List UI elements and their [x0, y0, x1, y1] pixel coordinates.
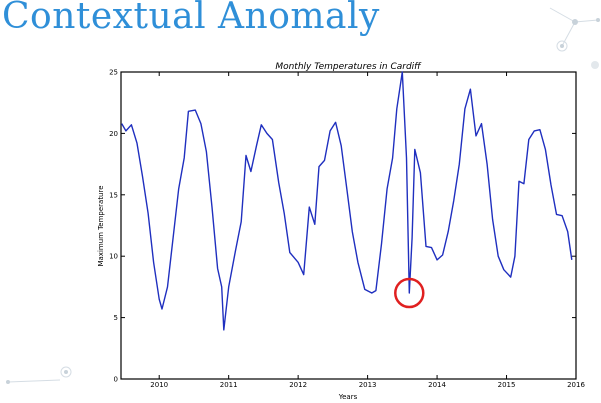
x-axis-label: Years: [338, 393, 358, 401]
y-tick-label: 20: [109, 130, 118, 138]
plot-frame: [120, 71, 577, 380]
y-tick-label: 5: [114, 314, 118, 322]
y-axis-label: Maximum Temperature: [97, 185, 105, 266]
network-decoration-top-right: [549, 7, 600, 52]
network-decoration-bottom-left: [6, 366, 72, 384]
y-tick-label: 10: [109, 253, 118, 261]
x-tick-label: 2016: [567, 381, 585, 389]
temperature-series-line: [121, 71, 573, 331]
y-tick-label: 25: [109, 69, 118, 77]
chart-title: Monthly Temperatures in Cardiff: [275, 62, 422, 72]
x-tick-label: 2010: [150, 381, 168, 389]
slide-title: Contextual Anomaly: [2, 0, 380, 37]
x-tick-label: 2015: [498, 381, 516, 389]
x-tick-label: 2012: [289, 381, 307, 389]
network-decoration-right: [591, 61, 599, 69]
y-tick-label: 15: [109, 191, 118, 199]
anomaly-circle: [394, 277, 425, 309]
x-tick-label: 2011: [220, 381, 238, 389]
x-tick-label: 2013: [359, 381, 377, 389]
y-tick-label: 0: [114, 376, 118, 384]
x-tick-label: 2014: [428, 381, 446, 389]
